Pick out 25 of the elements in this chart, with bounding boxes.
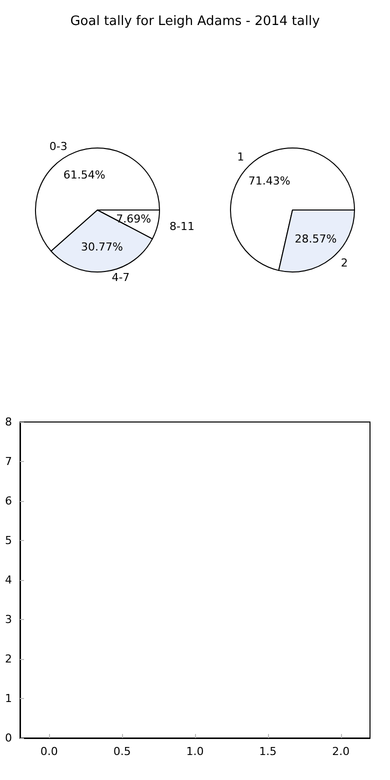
y-tick-label: 0: [5, 732, 12, 744]
x-tick-label: 0.0: [40, 745, 58, 758]
data-label: 71.43%: [248, 174, 290, 188]
x-tick-label: 0.5: [113, 745, 131, 758]
data-label: 61.54%: [63, 168, 106, 182]
y-tick-label: 5: [5, 534, 12, 547]
slice-label: 4-7: [112, 271, 130, 284]
y-tick-label: 8: [5, 416, 12, 428]
slice-label: 0-3: [49, 140, 68, 153]
y-tick-label: 2: [5, 652, 12, 666]
x-tick-label: 1.0: [186, 745, 204, 758]
data-label: 28.57%: [294, 232, 337, 246]
data-label: 7.69%: [116, 212, 152, 226]
y-tick-label: 7: [5, 455, 12, 468]
slice-label: 1: [237, 150, 244, 164]
slice-label: 2: [340, 256, 348, 270]
y-tick-label: 6: [5, 494, 12, 508]
slice-label: 8-11: [170, 220, 194, 233]
y-tick-label: 4: [5, 574, 12, 586]
x-tick-label: 2.0: [332, 745, 350, 758]
x-tick-label: 1.5: [259, 745, 277, 758]
chart-title: Goal tally for Leigh Adams - 2014 tally: [69, 14, 321, 29]
data-label: 30.77%: [81, 240, 123, 254]
y-tick-label: 1: [5, 692, 12, 705]
y-tick-label: 3: [5, 613, 12, 626]
